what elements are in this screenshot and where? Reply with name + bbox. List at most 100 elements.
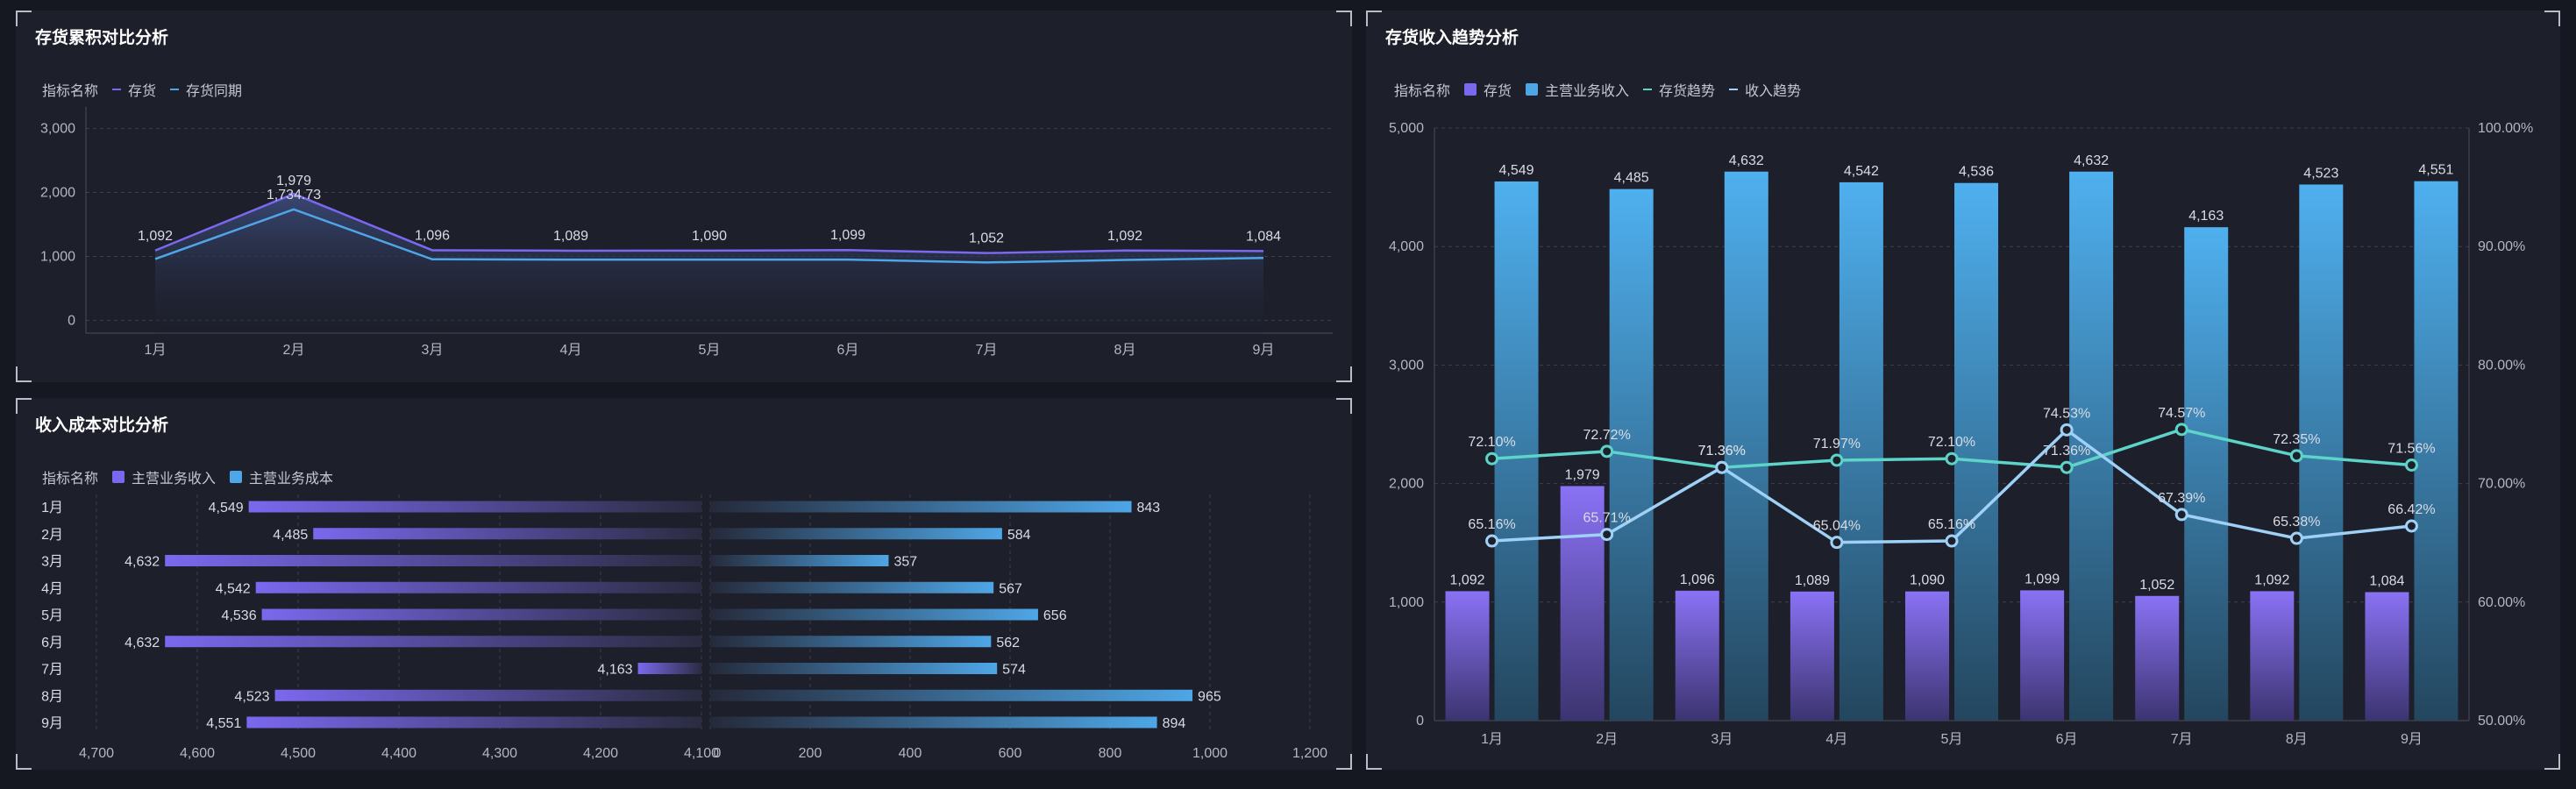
- y2-tick-label: 90.00%: [2478, 239, 2525, 254]
- bar-revenue: [261, 608, 701, 621]
- bar-inventory: [1790, 591, 1834, 721]
- legend-item-cost[interactable]: 主营业务成本: [230, 466, 333, 487]
- bar-revenue: [165, 636, 701, 648]
- legend-item-inventory-prior[interactable]: 存货同期: [170, 79, 242, 100]
- data-label: 72.10%: [1468, 435, 1515, 450]
- data-label: 67.39%: [2158, 491, 2205, 506]
- legend: 指标名称 存货 主营业务收入 存货趋势 收入趋势: [1394, 79, 1801, 100]
- data-label: 65.16%: [1468, 517, 1515, 532]
- y-tick-label: 1,000: [1389, 595, 1424, 610]
- legend-item-inventory[interactable]: 存货: [112, 79, 156, 100]
- bar-cost: [710, 636, 992, 648]
- corner-decoration: [2544, 754, 2560, 770]
- x-tick-label: 1月: [1481, 732, 1503, 747]
- y-tick-label: 9月: [41, 716, 63, 731]
- data-label: 4,485: [273, 528, 308, 543]
- legend-swatch: [230, 471, 243, 483]
- point-inventory-trend: [2174, 423, 2188, 437]
- data-label: 1,089: [553, 229, 588, 244]
- panel-title: 收入成本对比分析: [35, 416, 169, 435]
- bar-revenue: [637, 663, 701, 674]
- x-tick-label: 4,100: [684, 746, 719, 761]
- x-tick-label: 4月: [1825, 732, 1847, 747]
- legend-item-revenue[interactable]: 主营业务收入: [1526, 79, 1629, 100]
- legend-title: 指标名称: [42, 472, 99, 487]
- data-label: 656: [1043, 608, 1067, 623]
- data-label: 4,163: [2188, 209, 2224, 224]
- legend-label: 存货同期: [186, 84, 243, 99]
- data-label: 4,551: [2418, 163, 2453, 178]
- x-tick-label: 600: [999, 746, 1022, 761]
- y2-tick-label: 50.00%: [2478, 714, 2525, 729]
- point-revenue-trend: [1600, 528, 1614, 542]
- data-label: 71.36%: [2043, 444, 2090, 458]
- data-label: 1,084: [2369, 573, 2404, 588]
- data-label: 1,052: [969, 231, 1004, 246]
- point-inventory-trend: [2060, 460, 2074, 474]
- x-tick-label: 5月: [1941, 732, 1963, 747]
- point-inventory-trend: [1600, 444, 1614, 458]
- y-tick-label: 2月: [41, 528, 63, 543]
- data-label: 1,089: [1795, 573, 1830, 588]
- x-tick-label: 0: [714, 746, 722, 761]
- point-revenue-trend: [1485, 534, 1499, 548]
- legend-title: 指标名称: [1394, 84, 1451, 99]
- x-tick-label: 3月: [1711, 732, 1733, 747]
- data-label: 1,084: [1246, 229, 1281, 244]
- corner-decoration: [16, 754, 32, 770]
- point-inventory-trend: [1945, 451, 1959, 466]
- point-revenue-trend: [2289, 531, 2303, 545]
- data-label: 65.71%: [1583, 511, 1631, 526]
- point-inventory-trend: [2289, 449, 2303, 463]
- x-tick-label: 4,200: [583, 746, 618, 761]
- bar-cost: [710, 663, 998, 674]
- y2-tick-label: 60.00%: [2478, 595, 2525, 610]
- legend: 指标名称 主营业务收入 主营业务成本: [42, 466, 333, 487]
- legend-swatch: [112, 89, 122, 90]
- point-revenue-trend: [1945, 534, 1959, 548]
- point-revenue-trend: [2404, 519, 2418, 533]
- data-label: 567: [999, 581, 1022, 596]
- x-tick-label: 4,500: [281, 746, 316, 761]
- bar-cost: [710, 555, 889, 566]
- x-tick-label: 800: [1099, 746, 1122, 761]
- data-label: 584: [1007, 528, 1031, 543]
- data-label: 65.16%: [1928, 517, 1975, 532]
- bar-revenue: [165, 555, 701, 566]
- bar-cost: [710, 528, 1002, 540]
- legend-item-revenue-trend[interactable]: 收入趋势: [1729, 79, 1801, 100]
- legend-item-inventory-trend[interactable]: 存货趋势: [1643, 79, 1715, 100]
- series-line-inventory-prior: [154, 208, 1264, 264]
- data-label: 965: [1198, 689, 1221, 704]
- y2-tick-label: 80.00%: [2478, 358, 2525, 373]
- x-tick-label: 9月: [2401, 732, 2423, 747]
- legend-item-inventory[interactable]: 存货: [1464, 79, 1512, 100]
- data-label: 1,090: [1910, 573, 1945, 588]
- point-inventory-trend: [1830, 453, 1844, 467]
- bar-inventory: [1905, 591, 1949, 721]
- data-label: 72.10%: [1928, 435, 1975, 450]
- legend-item-revenue[interactable]: 主营业务收入: [112, 466, 216, 487]
- legend-swatch: [1643, 89, 1653, 90]
- x-tick-label: 2月: [283, 343, 305, 358]
- corner-decoration: [16, 11, 32, 26]
- x-tick-label: 2月: [1596, 732, 1618, 747]
- x-tick-label: 6月: [837, 343, 859, 358]
- data-label: 1,734.73: [267, 188, 321, 203]
- data-label: 1,092: [2254, 572, 2289, 587]
- bar-revenue: [1839, 181, 1883, 721]
- point-revenue-trend: [2060, 423, 2074, 437]
- legend-label: 收入趋势: [1745, 84, 1802, 99]
- area-chart: 0 1,000 2,000 3,000 1,092 1,979 1,096 1,089 1,09…: [40, 107, 1333, 358]
- data-label: 74.57%: [2158, 406, 2205, 421]
- data-label: 1,090: [692, 229, 727, 244]
- x-tick-label: 4,300: [482, 746, 517, 761]
- data-label: 4,163: [598, 663, 633, 678]
- data-label: 65.38%: [2273, 515, 2320, 530]
- point-inventory-trend: [2404, 458, 2418, 473]
- bar-inventory: [1445, 591, 1490, 721]
- data-label: 4,551: [206, 716, 241, 731]
- x-tick-label: 1,200: [1292, 746, 1327, 761]
- data-label: 71.36%: [1698, 444, 1746, 458]
